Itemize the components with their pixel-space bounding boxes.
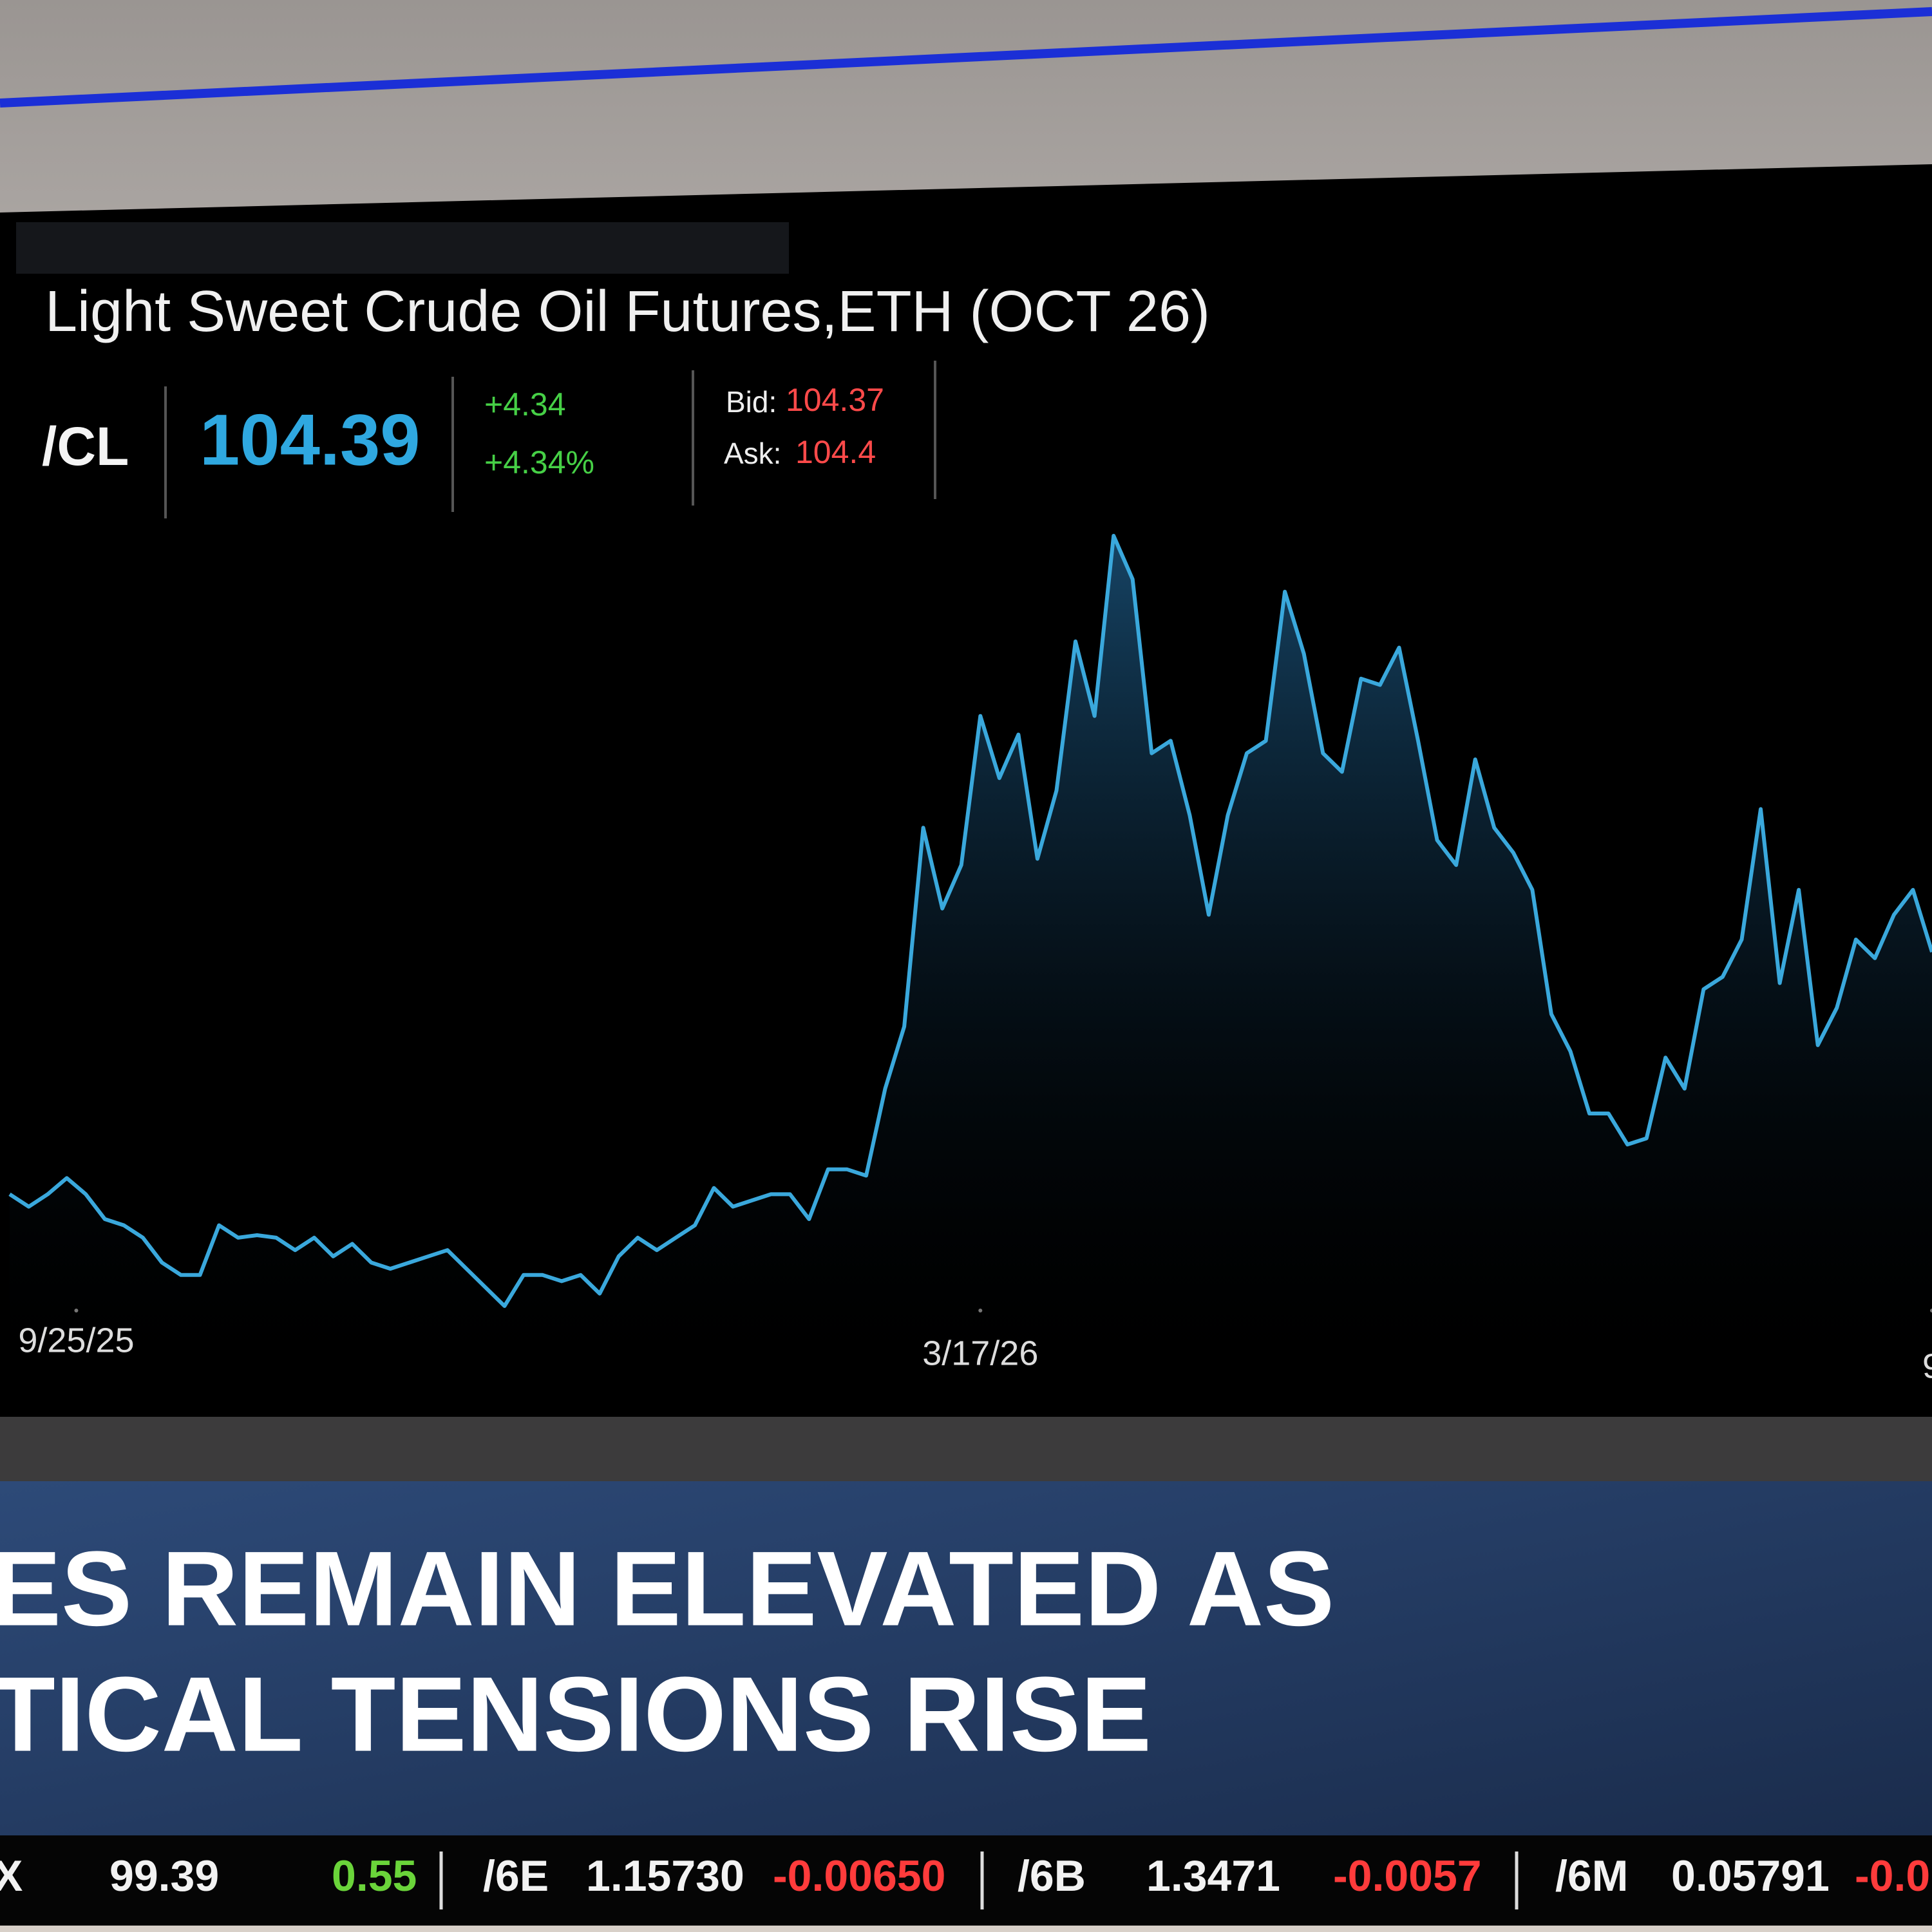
percent-change: +4.34% [484, 444, 594, 480]
ticker-symbol: /6M [1555, 1852, 1628, 1900]
x-tick [1930, 1309, 1932, 1312]
bid: 104.37 [786, 382, 884, 418]
x-tick-label: 3/17/26 [922, 1334, 1038, 1372]
net-change: +4.34 [484, 386, 566, 422]
ticker-band [0, 1835, 1932, 1926]
bezel [0, 1417, 1932, 1481]
ticker-change: -0.00650 [773, 1852, 945, 1900]
frame-light [0, 7, 1932, 108]
area-fill [10, 536, 1932, 1404]
ticker-symbol: X [0, 1852, 23, 1900]
headline-band [0, 1481, 1932, 1835]
ticker-edge [0, 1926, 1932, 1932]
ticker-change: -0.0 [1855, 1852, 1930, 1900]
ticker-last: 0.05791 [1671, 1852, 1830, 1900]
x-tick-label: 9/25/25 [18, 1321, 134, 1359]
ticker-symbol: /6E [483, 1852, 549, 1900]
ask-label: Ask: [724, 437, 781, 470]
headline-line: ES REMAIN ELEVATED AS [0, 1530, 1334, 1648]
x-tick [74, 1309, 79, 1312]
x-tick-label: 9 [1922, 1347, 1932, 1385]
ticker: X 99.39 0.55/6E 1.15730 -0.00650/6B 1.3471 -0.… [0, 1852, 1930, 1909]
last-price: 104.39 [200, 400, 421, 480]
ticker-last: 1.3471 [1146, 1852, 1280, 1900]
price-line [8, 534, 1932, 1308]
headline-line: TICAL TENSIONS RISE [0, 1655, 1151, 1774]
plot: 9/25/25 3/17/26 9 [8, 534, 1932, 1404]
bid-label: Bid: [726, 385, 777, 419]
x-tick [978, 1309, 983, 1312]
ticker-symbol: /6B [1018, 1852, 1086, 1900]
ticker-last: 1.15730 [586, 1852, 744, 1900]
ticker-change: 0.55 [332, 1852, 417, 1900]
ticker-last: 99.39 [109, 1852, 219, 1900]
ticker-change: -0.0057 [1333, 1852, 1482, 1900]
ask: 104.4 [795, 434, 876, 470]
toolbar [16, 222, 789, 274]
chart-title: Light Sweet Crude Oil Futures,ETH (OCT 2… [45, 279, 1210, 344]
symbol: /CL [42, 416, 129, 477]
